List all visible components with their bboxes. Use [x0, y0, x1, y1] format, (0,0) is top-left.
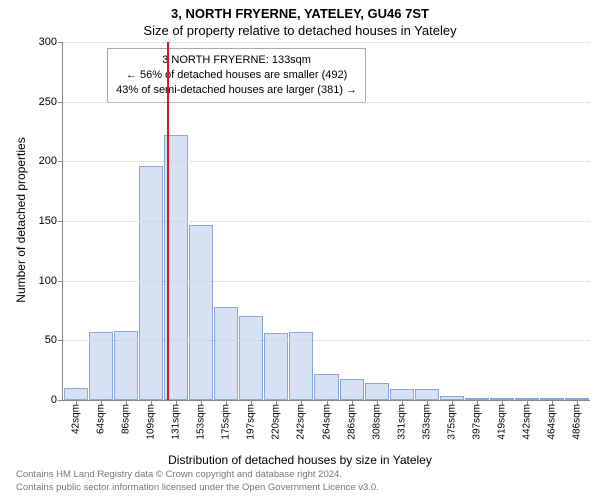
xtick-label: 419sqm — [497, 400, 508, 440]
gridline — [63, 221, 590, 222]
ytick-label: 100 — [27, 275, 63, 287]
xtick-label: 64sqm — [95, 400, 106, 434]
histogram-chart: 3 NORTH FRYERNE: 133sqm ← 56% of detache… — [62, 42, 590, 401]
info-line-smaller: ← 56% of detached houses are smaller (49… — [116, 68, 357, 83]
footer-line-1: Contains HM Land Registry data © Crown c… — [16, 469, 379, 481]
ytick-label: 300 — [27, 36, 63, 48]
histogram-bar — [89, 332, 113, 400]
ytick-label: 200 — [27, 155, 63, 167]
xtick-label: 286sqm — [346, 400, 357, 440]
attribution-footer: Contains HM Land Registry data © Crown c… — [16, 469, 379, 494]
gridline — [63, 102, 590, 103]
chart-title-sub: Size of property relative to detached ho… — [0, 21, 600, 42]
xtick-label: 464sqm — [547, 400, 558, 440]
chart-title-address: 3, NORTH FRYERNE, YATELEY, GU46 7ST — [0, 0, 600, 21]
histogram-bar — [415, 389, 439, 400]
info-line-subject: 3 NORTH FRYERNE: 133sqm — [116, 53, 357, 68]
xtick-label: 242sqm — [296, 400, 307, 440]
histogram-bar — [214, 307, 238, 400]
xtick-label: 397sqm — [472, 400, 483, 440]
xtick-label: 153sqm — [196, 400, 207, 440]
xtick-label: 442sqm — [522, 400, 533, 440]
x-axis-label: Distribution of detached houses by size … — [0, 453, 600, 467]
histogram-bar — [139, 166, 163, 400]
gridline — [63, 42, 590, 43]
ytick-label: 250 — [27, 96, 63, 108]
histogram-bar — [64, 388, 88, 400]
xtick-label: 264sqm — [321, 400, 332, 440]
ytick-label: 150 — [27, 215, 63, 227]
histogram-bar — [314, 374, 338, 400]
histogram-bar — [189, 225, 213, 400]
histogram-bar — [340, 379, 364, 400]
xtick-label: 308sqm — [371, 400, 382, 440]
xtick-label: 42sqm — [70, 400, 81, 434]
xtick-label: 486sqm — [572, 400, 583, 440]
xtick-label: 109sqm — [145, 400, 156, 440]
histogram-bar — [390, 389, 414, 400]
xtick-label: 197sqm — [246, 400, 257, 440]
histogram-bar — [289, 332, 313, 400]
histogram-bar — [239, 316, 263, 400]
xtick-label: 175sqm — [221, 400, 232, 440]
info-line-larger: 43% of semi-detached houses are larger (… — [116, 83, 357, 98]
histogram-bar — [365, 383, 389, 400]
footer-line-2: Contains public sector information licen… — [16, 482, 379, 494]
reference-info-box: 3 NORTH FRYERNE: 133sqm ← 56% of detache… — [107, 48, 366, 103]
ytick-label: 0 — [27, 394, 63, 406]
xtick-label: 353sqm — [421, 400, 432, 440]
xtick-label: 375sqm — [446, 400, 457, 440]
xtick-label: 86sqm — [120, 400, 131, 434]
reference-line — [167, 42, 169, 400]
histogram-bar — [264, 333, 288, 400]
gridline — [63, 161, 590, 162]
ytick-label: 50 — [27, 334, 63, 346]
xtick-label: 131sqm — [170, 400, 181, 440]
gridline — [63, 281, 590, 282]
xtick-label: 220sqm — [271, 400, 282, 440]
xtick-label: 331sqm — [396, 400, 407, 440]
gridline — [63, 340, 590, 341]
